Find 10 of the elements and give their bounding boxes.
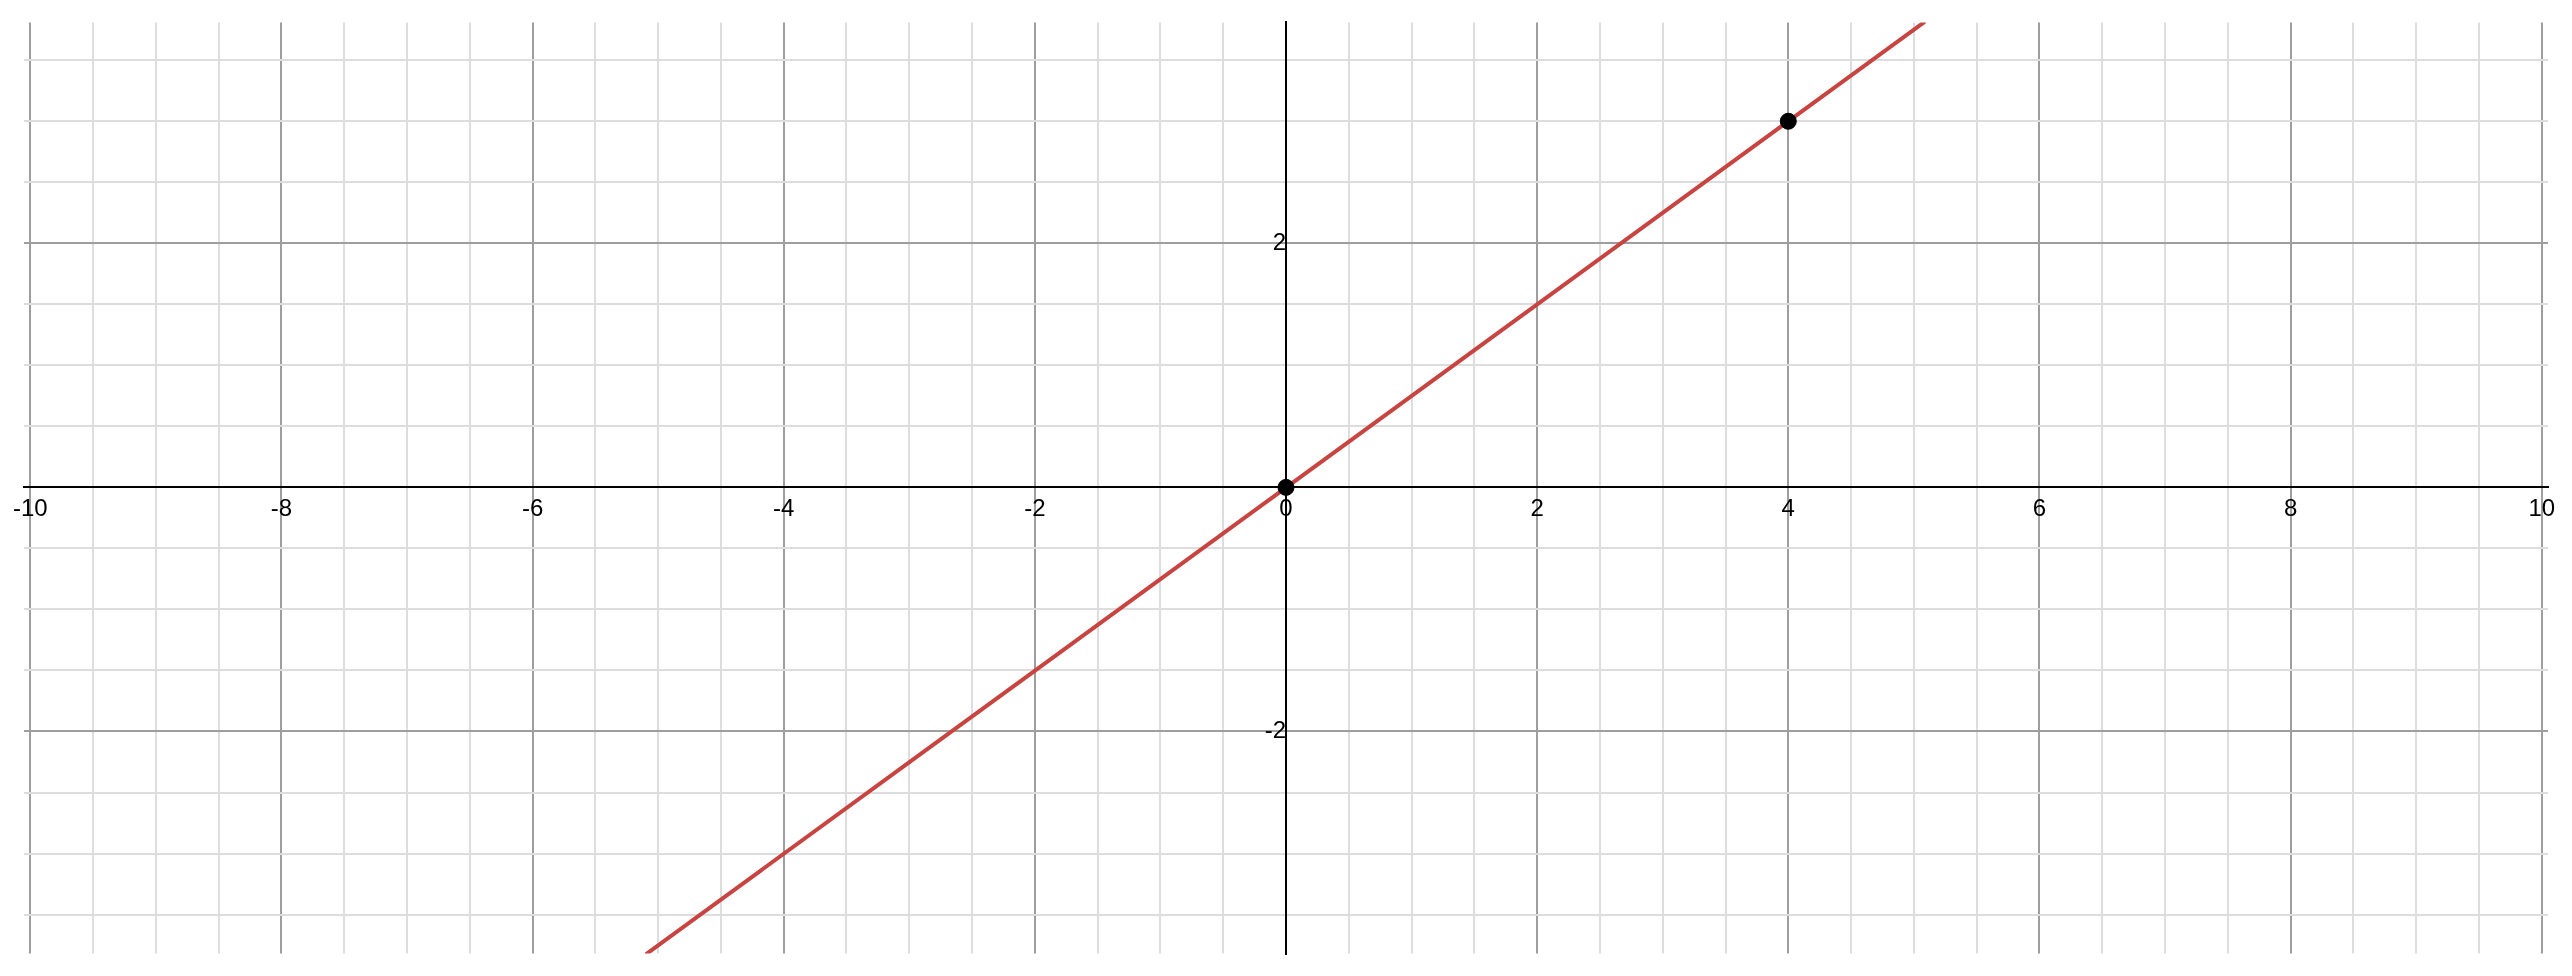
x-tick-label: 2	[1530, 494, 1544, 522]
x-tick-label: 8	[2283, 494, 2298, 522]
x-tick-label: -2	[1024, 494, 1046, 522]
x-tick-label: -4	[773, 494, 795, 522]
x-tick-label: 6	[2032, 494, 2047, 522]
x-tick-label: 10	[2528, 494, 2556, 522]
x-tick-label: -10	[12, 494, 48, 522]
x-tick-label: -6	[521, 494, 544, 522]
x-tick-label: 4	[1781, 494, 1795, 522]
x-tick-label: -8	[270, 494, 293, 522]
